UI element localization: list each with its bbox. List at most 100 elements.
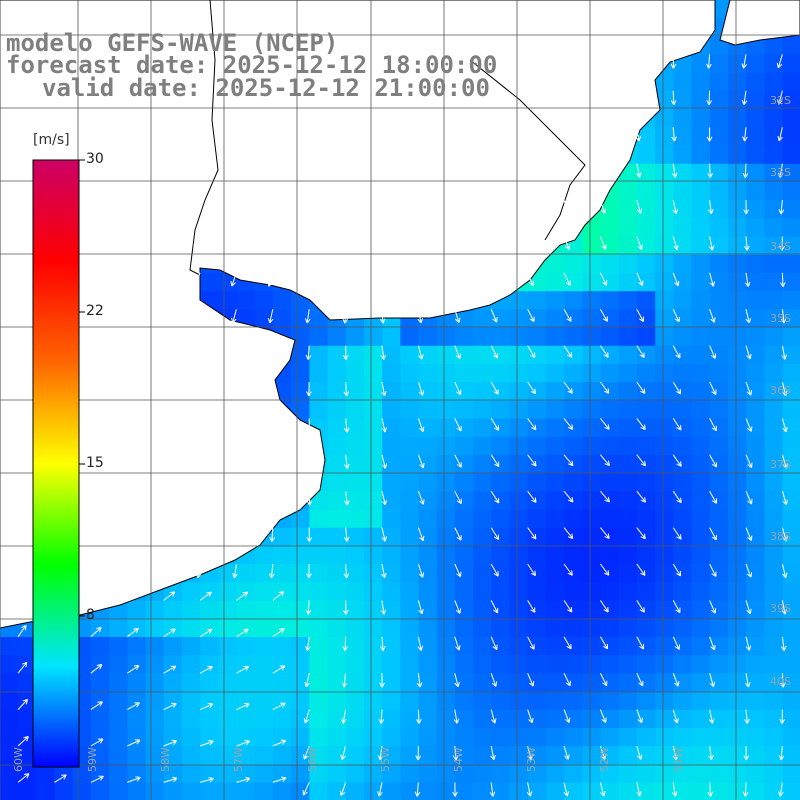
lon-label: 59W — [86, 747, 99, 772]
wind-speed-cell — [600, 236, 620, 256]
wind-arrow — [454, 381, 462, 396]
wind-speed-cell — [473, 618, 492, 638]
wind-speed-cell — [382, 473, 401, 492]
wind-arrow — [745, 309, 752, 324]
wind-arrow — [525, 17, 531, 33]
wind-speed-cell — [364, 600, 383, 620]
wind-speed-cell — [728, 728, 747, 747]
wind-speed-cell — [637, 728, 656, 747]
wind-speed-cell — [491, 491, 511, 511]
wind-speed-cell — [546, 673, 565, 693]
wind-arrow — [416, 673, 423, 688]
wind-arrow — [454, 563, 462, 578]
wind-speed-cell — [382, 691, 401, 711]
wind-speed-cell — [691, 218, 711, 238]
wind-speed-cell — [564, 364, 583, 383]
wind-speed-cell — [418, 691, 438, 711]
wind-arrow — [600, 563, 610, 576]
wind-speed-cell — [673, 709, 693, 729]
wind-arrow — [562, 90, 569, 105]
wind-speed-cell — [546, 254, 565, 274]
wind-arrow — [454, 454, 462, 468]
wind-speed-cell — [436, 345, 456, 365]
wind-speed-cell — [345, 455, 365, 474]
wind-speed-cell — [709, 382, 729, 401]
wind-speed-cell — [782, 764, 800, 784]
wind-arrow — [706, 54, 712, 69]
wind-speed-cell — [291, 527, 310, 547]
wind-speed-cell — [782, 91, 800, 110]
wind-speed-cell — [600, 291, 620, 310]
wind-speed-cell — [327, 691, 347, 711]
wind-speed-cell — [600, 564, 620, 583]
wind-speed-cell — [145, 709, 165, 729]
wind-speed-cell — [291, 637, 310, 656]
wind-arrow — [635, 90, 641, 106]
wind-arrow — [379, 636, 386, 652]
wind-speed-cell — [564, 782, 583, 800]
map-title-valid-date: valid date: 2025-12-12 21:00:00 — [42, 74, 490, 102]
wind-arrow — [417, 454, 425, 469]
wind-speed-cell — [728, 309, 747, 329]
wind-speed-cell — [364, 782, 383, 800]
wind-speed-cell — [637, 655, 656, 674]
wind-speed-cell — [673, 109, 693, 128]
wind-speed-cell — [546, 709, 565, 729]
wind-speed-cell — [673, 418, 693, 438]
lat-label: 35S — [770, 312, 791, 325]
wind-speed-cell — [345, 345, 365, 365]
wind-speed-cell — [509, 291, 529, 310]
wind-arrow — [263, 54, 274, 67]
wind-arrow — [743, 199, 750, 215]
wind-speed-cell — [473, 691, 492, 711]
wind-speed-cell — [691, 600, 711, 620]
wind-speed-cell — [527, 637, 547, 656]
wind-speed-cell — [291, 509, 310, 529]
colorbar-tick-8: 8 — [86, 607, 95, 623]
wind-arrow — [376, 90, 383, 105]
wind-speed-cell — [273, 728, 292, 747]
wind-arrow — [490, 709, 497, 724]
wind-speed-cell — [382, 345, 401, 365]
wind-speed-cell — [491, 564, 511, 583]
wind-speed-cell — [691, 200, 711, 219]
wind-speed-cell — [764, 564, 784, 583]
wind-speed-cell — [509, 364, 529, 383]
wind-speed-cell — [345, 782, 365, 800]
wind-speed-cell — [509, 618, 529, 638]
wind-speed-cell — [709, 91, 729, 110]
wind-speed-cell — [782, 309, 800, 329]
wind-speed-cell — [364, 345, 383, 365]
wind-arrow — [707, 163, 714, 178]
colorbar-tick-22: 22 — [86, 303, 104, 319]
wind-speed-cell — [145, 618, 165, 638]
wind-speed-cell — [564, 254, 583, 274]
wind-speed-cell — [455, 473, 474, 492]
wind-speed-cell — [418, 782, 438, 800]
wind-arrow — [527, 199, 533, 214]
wind-arrow — [413, 17, 419, 32]
wind-speed-cell — [509, 764, 529, 784]
wind-arrow — [450, 54, 457, 69]
wind-speed-cell — [564, 291, 583, 310]
wind-speed-cell — [364, 436, 383, 456]
wind-arrow — [526, 163, 533, 178]
wind-speed-cell — [637, 182, 656, 201]
wind-speed-cell — [655, 364, 674, 383]
wind-arrow — [306, 563, 312, 579]
wind-speed-cell — [418, 600, 438, 620]
wind-speed-cell — [637, 127, 656, 147]
wind-speed-cell — [436, 728, 456, 747]
wind-speed-cell — [382, 382, 401, 401]
wind-arrow — [84, 163, 92, 177]
wind-speed-cell — [473, 709, 492, 729]
wind-speed-cell — [746, 637, 765, 656]
wind-speed-cell — [436, 600, 456, 620]
wind-arrow — [127, 776, 141, 783]
wind-speed-cell — [728, 254, 747, 274]
wind-speed-cell — [691, 273, 711, 292]
wind-speed-cell — [782, 364, 800, 383]
wind-speed-cell — [691, 182, 711, 201]
wind-speed-cell — [673, 254, 693, 274]
wind-speed-cell — [473, 473, 492, 492]
